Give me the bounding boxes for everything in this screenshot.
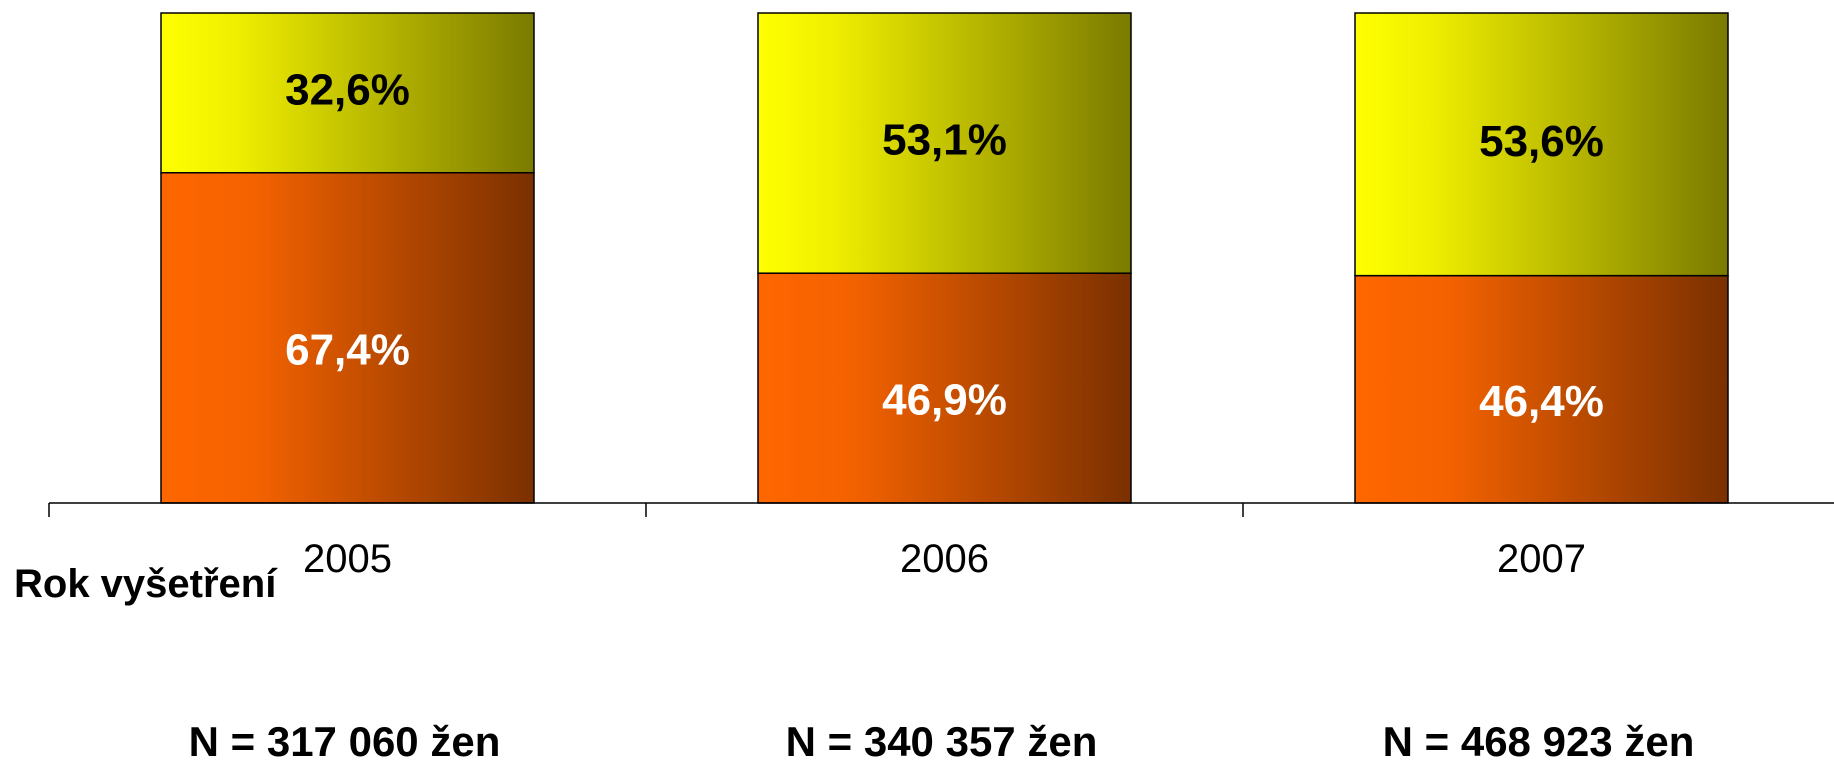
data-label-2005-s1: 67,4% bbox=[285, 325, 410, 374]
data-label-2005-s2: 32,6% bbox=[285, 65, 410, 114]
x-tick-label-2005: 2005 bbox=[303, 537, 392, 581]
x-tick-label-2007: 2007 bbox=[1497, 537, 1586, 581]
bar-segment-2007-s1 bbox=[1354, 274, 1729, 504]
sample-size-2006: N = 340 357 žen bbox=[785, 718, 1098, 765]
bar-segment-2005-s2 bbox=[160, 12, 535, 174]
sample-size-2007: N = 468 923 žen bbox=[1382, 718, 1695, 765]
data-label-2007-s1: 46,4% bbox=[1479, 377, 1604, 426]
data-label-2006-s1: 46,9% bbox=[882, 376, 1007, 425]
bar-segment-2006-s2 bbox=[757, 12, 1132, 274]
bar-segment-2005-s1 bbox=[160, 171, 535, 504]
data-label-2007-s2: 53,6% bbox=[1479, 117, 1604, 166]
x-axis-title: Rok vyšetření bbox=[14, 562, 277, 606]
sample-size-2005: N = 317 060 žen bbox=[188, 718, 501, 765]
x-tick-label-2006: 2006 bbox=[900, 537, 989, 581]
data-label-2006-s2: 53,1% bbox=[882, 116, 1007, 165]
bar-segment-2007-s2 bbox=[1354, 12, 1729, 277]
